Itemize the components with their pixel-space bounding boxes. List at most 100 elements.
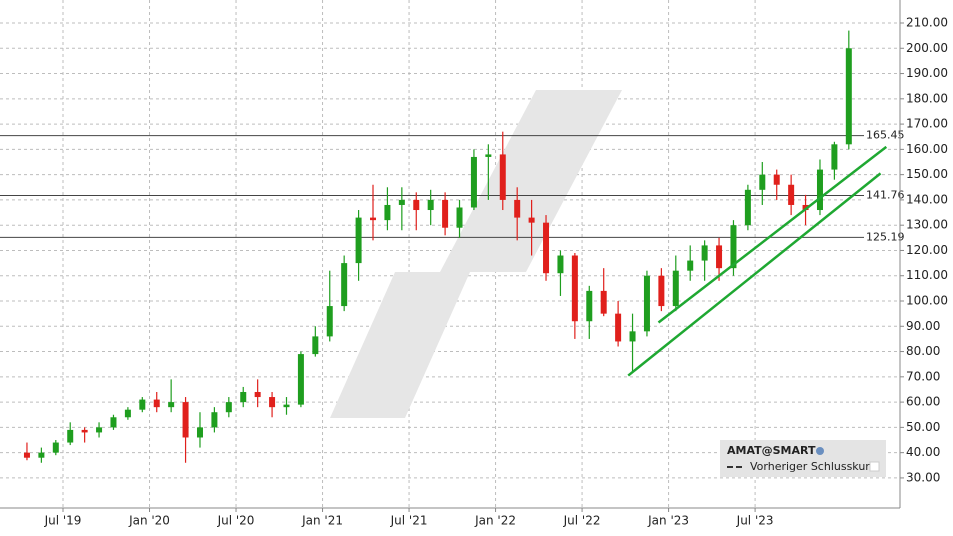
candle-body (470, 156, 477, 208)
candle-body (845, 48, 852, 145)
candle-body (571, 255, 578, 322)
candle-body (528, 217, 535, 223)
x-tick-label: Jul '22 (563, 514, 601, 528)
y-tick-label: 140.00 (906, 192, 948, 206)
candle-body (816, 169, 823, 211)
line-label: 165.45 (866, 129, 905, 142)
candle-body (629, 331, 636, 342)
y-tick-label: 170.00 (906, 117, 948, 131)
candle-body (514, 199, 521, 218)
candle-body (38, 452, 45, 458)
y-tick-label: 120.00 (906, 243, 948, 257)
candle-body (240, 391, 247, 403)
y-tick-label: 210.00 (906, 15, 948, 29)
candle-body (615, 313, 622, 342)
x-tick-label: Jul '23 (736, 514, 774, 528)
candle-body (586, 290, 593, 322)
candle-body (398, 199, 405, 205)
candle-body (225, 402, 232, 413)
candle-body (110, 417, 117, 428)
candle-body (701, 245, 708, 261)
candle-body (297, 354, 304, 405)
legend-icon (816, 447, 824, 455)
candle-body (788, 184, 795, 205)
candle-body (182, 402, 189, 438)
x-tick-label: Jul '20 (217, 514, 255, 528)
x-tick-label: Jul '21 (390, 514, 428, 528)
plot: 165.45 141.76 125.19 (0, 30, 905, 463)
candle-body (658, 275, 665, 307)
candle-body (326, 306, 333, 337)
candle-body (600, 290, 607, 314)
candle-body (211, 412, 218, 428)
candle-body (153, 399, 160, 408)
candle-body (370, 217, 377, 221)
candle-body (341, 263, 348, 307)
x-tick-label: Jul '19 (44, 514, 82, 528)
candle-body (831, 144, 838, 170)
legend-checkbox[interactable] (869, 461, 880, 472)
line-label: 141.76 (866, 188, 905, 201)
candle-body (543, 222, 550, 274)
legend-entry: Vorheriger Schlusskurs (750, 460, 876, 473)
y-tick-label: 60.00 (906, 395, 940, 409)
y-tick-label: 130.00 (906, 218, 948, 232)
legend-box (720, 440, 886, 477)
x-tick-label: Jan '23 (647, 514, 689, 528)
candle-body (23, 452, 30, 458)
candle-body (413, 199, 420, 211)
candle-body (283, 404, 290, 408)
candle-body (269, 397, 276, 408)
y-tick-label: 110.00 (906, 268, 948, 282)
candle-body (254, 391, 261, 398)
y-tick-label: 50.00 (906, 420, 940, 434)
y-tick-label: 80.00 (906, 344, 940, 358)
candle-body (643, 275, 650, 332)
x-tick-label: Jan '21 (301, 514, 343, 528)
candle-body (759, 174, 766, 190)
candle-body (427, 199, 434, 211)
line-label-bg (864, 230, 899, 244)
candle-body (499, 154, 506, 200)
legend-title: AMAT@SMART (727, 444, 816, 457)
candle-body (355, 217, 362, 264)
candle-body (196, 427, 203, 438)
candle-body (802, 204, 809, 211)
candle-body (312, 336, 319, 355)
candle-body (730, 225, 737, 269)
y-tick-label: 150.00 (906, 167, 948, 181)
y-tick-label: 200.00 (906, 41, 948, 55)
candle-body (81, 429, 88, 433)
line-label-bg (864, 128, 899, 142)
candle-body (773, 174, 780, 185)
y-tick-label: 40.00 (906, 445, 940, 459)
y-tick-label: 160.00 (906, 142, 948, 156)
candle-body (687, 260, 694, 271)
trend-line (657, 145, 888, 324)
y-tick-label: 100.00 (906, 294, 948, 308)
line-label: 125.19 (866, 230, 905, 243)
candle-body (557, 255, 564, 274)
y-tick-label: 70.00 (906, 369, 940, 383)
candle-body (168, 402, 175, 408)
candle-body (716, 245, 723, 269)
y-tick-label: 180.00 (906, 91, 948, 105)
candle-body (124, 409, 131, 418)
x-tick-label: Jan '20 (128, 514, 170, 528)
x-tick-label: Jan '22 (474, 514, 516, 528)
candle-body (456, 207, 463, 228)
line-label-bg (864, 188, 899, 202)
candle-body (672, 270, 679, 307)
candle-body (52, 442, 59, 453)
candle-body (96, 427, 103, 433)
candle-body (67, 429, 74, 443)
candle-body (744, 189, 751, 226)
candle-body (139, 399, 146, 410)
y-tick-label: 190.00 (906, 66, 948, 80)
trend-line (627, 172, 882, 377)
y-tick-label: 90.00 (906, 319, 940, 333)
candle-body (442, 199, 449, 228)
y-tick-label: 30.00 (906, 470, 940, 484)
candle-body (485, 154, 492, 157)
